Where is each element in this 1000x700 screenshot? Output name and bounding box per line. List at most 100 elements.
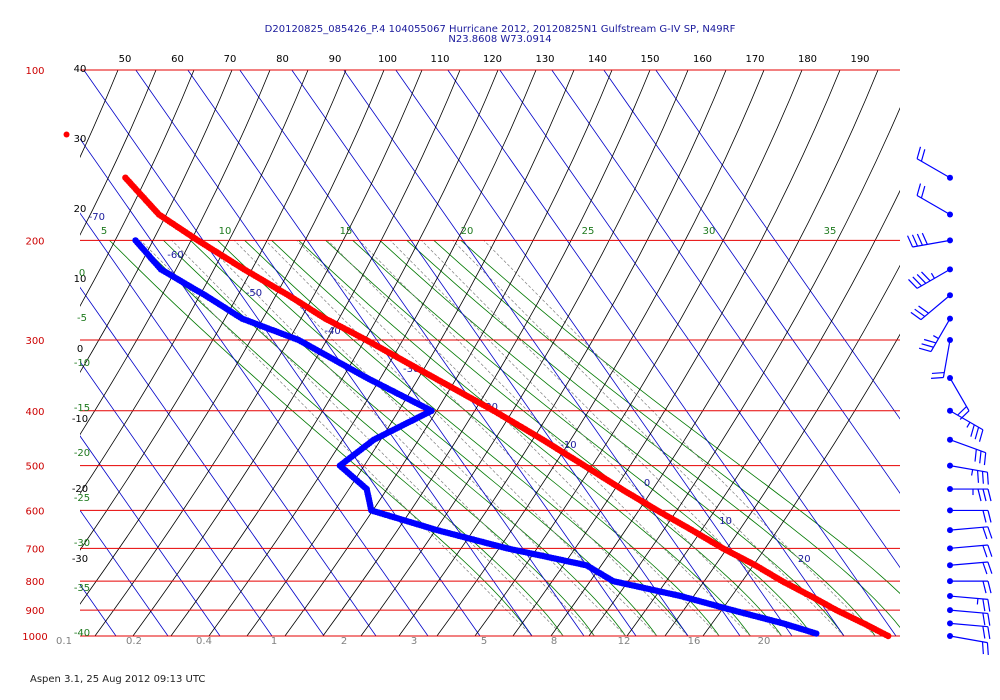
mixing-ratio-line <box>171 240 564 636</box>
theta-tick-label: 140 <box>588 54 607 65</box>
moist-label: -15 <box>74 403 90 414</box>
wind-barb-flag <box>923 338 937 344</box>
wind-barb <box>916 183 953 218</box>
mixing-ratio-line <box>483 240 876 636</box>
moist-label: -20 <box>74 448 90 459</box>
wind-barb-flag <box>981 641 984 655</box>
isotherm-line <box>0 70 12 636</box>
moist-adiabat <box>325 240 782 636</box>
chart-title: D20120825_085426_P.4 104055067 Hurricane… <box>264 24 736 35</box>
dry-adiabat <box>702 333 900 636</box>
wind-barb-shaft <box>942 339 951 378</box>
wind-barb-flag <box>970 424 975 437</box>
dry-adiabat <box>208 70 537 636</box>
wind-barb-flag <box>982 527 988 540</box>
mixing-ratio-label: 8 <box>551 636 557 647</box>
wind-barb-flag <box>916 183 922 196</box>
temperature-isolated-point <box>63 131 70 138</box>
wind-barb <box>910 292 953 321</box>
theta-tick-label: 80 <box>276 54 289 65</box>
moist-label: -30 <box>74 538 90 549</box>
left-axis-label: -30 <box>72 554 88 565</box>
isotherm-line <box>655 70 900 420</box>
wind-barb-flag <box>982 581 987 594</box>
theta-tick-label: 70 <box>224 54 237 65</box>
moist-adiabat <box>190 240 626 636</box>
theta-tick-label: 110 <box>430 54 449 65</box>
moist-label: 0 <box>79 268 85 279</box>
moist-adiabat-label: 25 <box>582 226 595 237</box>
wind-barb-flag <box>987 613 991 626</box>
mixing-ratio-label: 5 <box>481 636 487 647</box>
wind-barb-flag <box>976 470 980 483</box>
moist-adiabat-label: 35 <box>824 226 837 237</box>
dry-adiabat <box>80 70 347 551</box>
moist-label: -40 <box>74 628 90 639</box>
mixing-ratio-label: 0.1 <box>56 636 72 647</box>
wind-barb-shaft <box>912 239 951 248</box>
temperature-trace-point <box>885 632 892 640</box>
wind-barb-flag <box>982 562 988 575</box>
wind-barb-flag <box>916 274 927 284</box>
dry-adiabat <box>80 70 119 159</box>
dry-adiabat <box>664 264 900 636</box>
mixing-ratio-label: 20 <box>758 636 771 647</box>
wind-barb <box>908 266 953 289</box>
left-axis-label: 20 <box>74 204 87 215</box>
pressure-tick-label: 200 <box>25 236 44 247</box>
theta-tick-label: 150 <box>640 54 659 65</box>
wind-barb-flag <box>983 452 987 466</box>
wind-barb-flag <box>982 626 986 639</box>
theta-tick-label: 160 <box>693 54 712 65</box>
theta-tick-label: 90 <box>329 54 342 65</box>
wind-barb-flag <box>982 488 987 502</box>
mixing-ratio-line <box>140 240 533 636</box>
wind-barb-flag <box>979 450 982 464</box>
dry-adiabat <box>170 70 499 636</box>
wind-barb-flag <box>921 232 928 245</box>
dry-adiabat <box>512 70 841 636</box>
wind-barb-flag <box>987 510 992 523</box>
wind-barb-half <box>930 272 935 279</box>
isotherm-label: 10 <box>719 516 732 527</box>
mixing-ratio-line <box>327 240 720 636</box>
mixing-ratio-label: 0.2 <box>126 636 142 647</box>
wind-barb-flag <box>982 598 986 612</box>
wind-barb-flag <box>912 276 922 287</box>
left-axis-label: 40 <box>74 64 87 75</box>
wind-barb-flag <box>974 427 980 440</box>
dry-adiabat <box>80 70 271 436</box>
mixing-ratio-label: 1 <box>271 636 277 647</box>
wind-barb-flag <box>921 343 934 348</box>
dry-adiabat <box>360 70 689 636</box>
wind-barb-shaft <box>949 635 988 644</box>
isotherm-label: -10 <box>560 440 576 451</box>
isotherm-label: -30 <box>403 364 419 375</box>
wind-barb-flag <box>908 279 918 289</box>
wind-barb <box>947 436 987 466</box>
wind-barb-flag <box>957 406 967 416</box>
wind-barb-shaft <box>949 622 988 628</box>
wind-barb-half <box>966 421 971 428</box>
wind-barb-half <box>933 335 939 340</box>
wind-barb-flag <box>916 146 922 159</box>
isotherm-line <box>447 70 845 636</box>
isotherm-line <box>239 70 637 636</box>
mixing-ratio-line <box>296 240 689 636</box>
left-axis-label: 10 <box>74 274 87 285</box>
dry-adiabat <box>246 70 575 636</box>
wind-barb <box>947 407 984 442</box>
wind-barb-flag <box>981 471 984 484</box>
theta-tick-label: 100 <box>378 54 397 65</box>
isotherm-line <box>80 583 117 636</box>
dry-adiabat <box>588 107 900 636</box>
wind-barb-flag <box>921 271 931 282</box>
isotherm-label: -60 <box>167 250 183 261</box>
isotherm-line <box>80 435 221 636</box>
isotherm-line <box>80 509 169 636</box>
isotherm-line <box>80 286 325 636</box>
left-axis-label: 30 <box>74 134 87 145</box>
wind-barb-flag <box>978 429 984 442</box>
wind-barb-flag <box>982 545 988 558</box>
wind-barb-shaft <box>949 465 988 473</box>
